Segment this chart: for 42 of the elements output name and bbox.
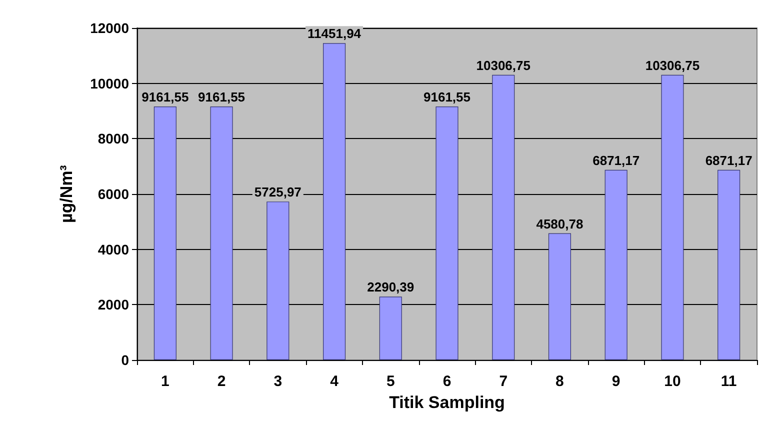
bar — [661, 74, 684, 360]
bar — [492, 74, 515, 360]
y-tick-label: 10000 — [90, 75, 130, 92]
data-label: 11451,94 — [308, 26, 362, 42]
data-label: 10306,75 — [645, 58, 700, 73]
x-tick-label: 11 — [720, 373, 737, 390]
y-tick-label: 12000 — [90, 20, 130, 36]
bar — [604, 170, 628, 360]
y-tick-label: 2000 — [98, 296, 130, 313]
x-axis-title: Titik Sampling — [389, 392, 505, 412]
y-tick-label: 6000 — [98, 186, 130, 202]
bar — [323, 43, 346, 360]
data-label: 6871,17 — [592, 152, 640, 168]
y-tick-label: 0 — [121, 352, 130, 368]
data-label: 9161,55 — [198, 90, 246, 105]
data-label: 6871,17 — [705, 152, 752, 168]
bar — [548, 233, 571, 360]
bar — [154, 106, 176, 360]
data-label: 2290,39 — [367, 280, 414, 295]
x-tick-label: 3 — [274, 373, 282, 390]
bar — [436, 106, 458, 360]
data-label: 9161,55 — [424, 90, 470, 105]
x-tick-label: 7 — [499, 373, 508, 390]
data-label: 4580,78 — [536, 216, 584, 232]
x-tick-label: 4 — [330, 373, 340, 390]
data-label: 5725,97 — [254, 184, 302, 200]
x-tick-label: 1 — [161, 373, 170, 390]
x-tick-label: 2 — [217, 373, 226, 390]
bar — [266, 202, 290, 360]
x-tick-label: 9 — [612, 373, 620, 390]
bar — [210, 106, 233, 360]
y-tick-label: 8000 — [98, 130, 130, 147]
x-tick-label: 10 — [664, 373, 681, 390]
x-tick-label: 8 — [556, 373, 564, 390]
y-axis-title: µg/Nm³ — [57, 164, 76, 223]
bar — [718, 170, 740, 360]
data-label: 10306,75 — [476, 58, 530, 73]
data-label: 9161,55 — [142, 90, 189, 105]
bar — [379, 296, 402, 360]
x-tick-label: 5 — [386, 373, 395, 390]
y-tick-label: 4000 — [98, 241, 130, 258]
x-tick-label: 6 — [442, 373, 452, 390]
